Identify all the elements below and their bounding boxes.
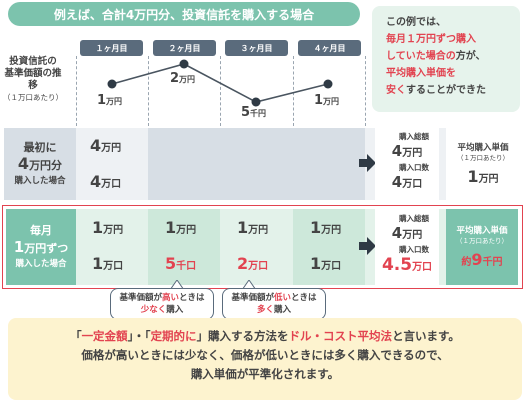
price-label-3: 5千円 (241, 105, 267, 120)
lump-sum-empty-months (148, 128, 365, 200)
note-line-4: 平均購入単価を (386, 68, 456, 79)
month-header-3: ３ヶ月目 (225, 40, 288, 56)
dca-amount-3: 1万円 (237, 218, 269, 237)
arrow-icon (367, 237, 376, 255)
dca-month-4-shade (293, 209, 365, 285)
dca-amount-1: 1万円 (92, 218, 124, 237)
bubble-high-price: 基準価額が高いときは 少なく購入 (110, 288, 214, 320)
bubble-low-price: 基準価額が低いときは 多く購入 (222, 288, 326, 320)
note-line-3: していた場合の方が、 (386, 51, 486, 62)
price-label-1: 1万円 (97, 93, 123, 108)
price-point-1 (107, 79, 117, 89)
dollar-cost-averaging-explanation: 「一定金額」・「定期的に」購入する方法をドル・コスト平均法と言います。 価格が高… (8, 318, 522, 400)
dca-units-4: 1万口 (310, 254, 342, 273)
price-point-3 (251, 97, 261, 107)
dca-units-2: 5千口 (165, 254, 197, 273)
price-trend-line (107, 59, 333, 107)
dca-units-1: 1万口 (92, 254, 124, 273)
month-header-1: １ヶ月目 (80, 40, 143, 56)
note-line-1: この例では、 (386, 17, 446, 28)
note-line-5: 安くすることができた (386, 85, 486, 96)
page-title: 例えば、合計4万円分、投資信託を購入する場合 (8, 2, 360, 26)
explanation-line-1: 「一定金額」・「定期的に」購入する方法をドル・コスト平均法と言います。 (70, 329, 460, 343)
grid-line (365, 56, 366, 126)
price-label-2: 2万円 (170, 71, 196, 86)
grid-line (220, 56, 221, 126)
note-line-2: 毎月１万円ずつ購入 (386, 34, 476, 45)
explanation-note: この例では、 毎月１万円ずつ購入 していた場合の方が、 平均購入単価を 安くする… (372, 6, 520, 112)
grid-line (76, 56, 77, 126)
price-point-4 (323, 79, 333, 89)
explanation-line-2: 価格が高いときには少なく、価格が低いときには多く購入できるので、 (81, 348, 449, 362)
arrow-icon (367, 154, 376, 172)
dca-amount-4: 1万円 (310, 218, 342, 237)
arrow-icon (359, 159, 367, 167)
grid-line (148, 56, 149, 126)
arrow-icon (359, 242, 367, 250)
bubble-pointer (170, 280, 184, 290)
lump-units: 4万口 (90, 172, 122, 191)
dca-amount-2: 1万円 (165, 218, 197, 237)
dca-units-3: 2万口 (237, 254, 269, 273)
lump-average: 平均購入単価 （１万口あたり） 1万円 (446, 128, 520, 200)
explanation-line-3: 購入単価が平準化されます。 (190, 367, 340, 381)
price-polyline (111, 63, 329, 103)
dca-summary: 購入総額 4万円 購入口数 4.5万口 (375, 209, 439, 285)
dca-label: 毎月 1万円ずつ 購入した場合 (6, 209, 76, 285)
dca-average: 平均購入単価 （１万口あたり） 約9千円 (446, 209, 518, 285)
month-header-4: ４ヶ月目 (298, 40, 361, 56)
lump-summary: 購入総額 4万円 購入口数 4万口 (375, 128, 439, 200)
price-axis-label: 投資信託の 基準価額の推移 （１万口あたり） (3, 56, 63, 102)
lump-amount: 4万円 (90, 136, 122, 155)
dca-month-2-shade (148, 209, 220, 285)
lump-sum-label: 最初に 4万円分 購入した場合 (4, 128, 76, 200)
month-header-2: ２ヶ月目 (153, 40, 216, 56)
price-label-4: 1万円 (314, 93, 340, 108)
bubble-pointer (242, 280, 256, 290)
grid-line (293, 56, 294, 126)
price-point-2 (179, 59, 189, 69)
